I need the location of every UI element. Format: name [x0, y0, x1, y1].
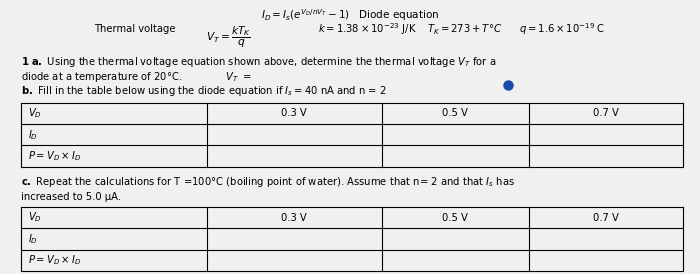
Text: 0.3 V: 0.3 V — [281, 213, 307, 222]
Text: 0.7 V: 0.7 V — [593, 213, 618, 222]
Text: increased to 5.0 μA.: increased to 5.0 μA. — [21, 192, 121, 201]
Text: Thermal voltage: Thermal voltage — [94, 24, 176, 34]
Text: $\mathbf{b.}$ Fill in the table below using the diode equation if $I_s = 40$ nA : $\mathbf{b.}$ Fill in the table below us… — [21, 84, 387, 98]
Text: $\mathbf{1\ a.}$ Using the thermal voltage equation shown above, determine the t: $\mathbf{1\ a.}$ Using the thermal volta… — [21, 55, 496, 69]
Text: $I_D$: $I_D$ — [28, 128, 38, 142]
Text: 0.3 V: 0.3 V — [281, 109, 307, 118]
Text: 0.5 V: 0.5 V — [442, 109, 468, 118]
Text: $V_D$: $V_D$ — [28, 211, 42, 224]
Text: 0.7 V: 0.7 V — [593, 109, 618, 118]
Text: diode at a temperature of 20°C.              $V_T\ =$: diode at a temperature of 20°C. $V_T\ =$ — [21, 70, 252, 84]
Text: $\mathbf{c.}$ Repeat the calculations for T =100°C (boiling point of water). Ass: $\mathbf{c.}$ Repeat the calculations fo… — [21, 175, 515, 189]
Text: $V_T = \dfrac{kT_K}{q}$: $V_T = \dfrac{kT_K}{q}$ — [206, 25, 252, 50]
Text: $V_D$: $V_D$ — [28, 107, 42, 120]
Text: $I_D = I_s(e^{V_D/nV_T} - 1)$   Diode equation: $I_D = I_s(e^{V_D/nV_T} - 1)$ Diode equa… — [261, 7, 439, 23]
Text: $P = V_D\times I_D$: $P = V_D\times I_D$ — [28, 149, 81, 163]
Text: $I_D$: $I_D$ — [28, 232, 38, 246]
Text: 0.5 V: 0.5 V — [442, 213, 468, 222]
Text: $k = 1.38 \times 10^{-23}$ J/K    $T_K = 273+T°C$      $q = 1.6 \times 10^{-19}$: $k = 1.38 \times 10^{-23}$ J/K $T_K = 27… — [318, 21, 606, 37]
Text: $P = V_D\times I_D$: $P = V_D\times I_D$ — [28, 253, 81, 267]
